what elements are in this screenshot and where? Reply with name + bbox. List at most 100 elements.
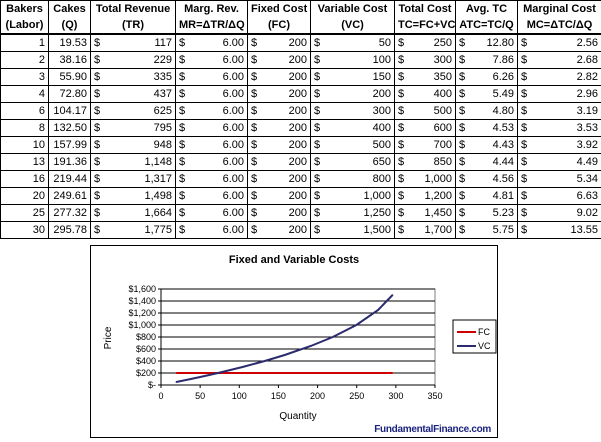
currency-symbol: $: [179, 154, 185, 170]
table-cell: $5.34: [518, 171, 601, 188]
y-tick-label: $1,000: [128, 320, 156, 330]
cell-value: 6.00: [223, 156, 244, 168]
table-cell: $6.00: [176, 52, 248, 69]
currency-symbol: $: [94, 120, 100, 136]
table-cell: 20: [1, 188, 49, 205]
legend-label: FC: [478, 327, 490, 337]
currency-symbol: $: [94, 222, 100, 238]
table-cell: $1,317: [91, 171, 176, 188]
data-point-fc: [332, 372, 334, 374]
currency-symbol: $: [314, 137, 320, 153]
currency-symbol: $: [251, 35, 257, 51]
cell-value: 1,200: [424, 190, 452, 202]
cell-value: 6.63: [577, 190, 598, 202]
cell-value: 4.80: [493, 105, 514, 117]
table-cell: 30: [1, 222, 49, 239]
currency-symbol: $: [398, 205, 404, 221]
currency-symbol: $: [398, 154, 404, 170]
cell-value: 200: [289, 190, 307, 202]
currency-symbol: $: [179, 69, 185, 85]
data-point-vc: [217, 372, 219, 374]
cell-value: 1,700: [424, 224, 452, 236]
table-cell: $13.55: [518, 222, 601, 239]
cell-value: 4.44: [493, 156, 514, 168]
table-cell: $150: [311, 69, 395, 86]
cell-value: 1,000: [363, 190, 391, 202]
currency-symbol: $: [398, 52, 404, 68]
y-tick-label: $800: [136, 332, 156, 342]
currency-symbol: $: [251, 171, 257, 187]
cell-value: 200: [289, 207, 307, 219]
currency-symbol: $: [398, 188, 404, 204]
data-point-vc: [356, 324, 358, 326]
cell-value: 50: [379, 37, 391, 49]
table-cell: $6.00: [176, 222, 248, 239]
currency-symbol: $: [94, 171, 100, 187]
table-cell: $5.49: [456, 86, 518, 103]
currency-symbol: $: [314, 120, 320, 136]
currency-symbol: $: [94, 188, 100, 204]
currency-symbol: $: [314, 52, 320, 68]
currency-symbol: $: [251, 205, 257, 221]
table-cell: 249.61: [49, 188, 91, 205]
table-cell: 191.36: [49, 154, 91, 171]
cell-value: 3.53: [577, 122, 598, 134]
table-cell: 16: [1, 171, 49, 188]
table-cell: 4: [1, 86, 49, 103]
data-point-fc: [175, 372, 177, 374]
column-subheader: (FC): [248, 17, 311, 34]
currency-symbol: $: [179, 35, 185, 51]
cell-value: 6.00: [223, 37, 244, 49]
cell-value: 948: [154, 139, 172, 151]
table-cell: $1,664: [91, 205, 176, 222]
x-tick-label: 50: [195, 391, 205, 401]
table-cell: $6.00: [176, 154, 248, 171]
currency-symbol: $: [179, 52, 185, 68]
currency-symbol: $: [314, 86, 320, 102]
currency-symbol: $: [521, 35, 527, 51]
table-cell: $795: [91, 120, 176, 137]
table-cell: $6.00: [176, 205, 248, 222]
table-cell: 55.90: [49, 69, 91, 86]
currency-symbol: $: [459, 222, 465, 238]
data-point-vc: [332, 336, 334, 338]
x-tick-label: 150: [271, 391, 286, 401]
table-cell: $850: [395, 154, 456, 171]
cell-value: 850: [434, 156, 452, 168]
column-subheader: MC=ΔTC/ΔQ: [518, 17, 601, 34]
cell-value: 350: [434, 71, 452, 83]
x-axis-label: Quantity: [279, 411, 316, 422]
currency-symbol: $: [459, 120, 465, 136]
table-cell: $6.00: [176, 103, 248, 120]
table-cell: $1,000: [311, 188, 395, 205]
table-cell: $1,500: [311, 222, 395, 239]
currency-symbol: $: [314, 222, 320, 238]
cell-value: 800: [373, 173, 391, 185]
cell-value: 6.00: [223, 173, 244, 185]
column-header: Total Cost: [395, 1, 456, 18]
x-tick-label: 0: [158, 391, 163, 401]
y-tick-label: $1,200: [128, 308, 156, 318]
data-point-vc: [377, 309, 379, 311]
currency-symbol: $: [314, 35, 320, 51]
column-subheader: ATC=TC/Q: [456, 17, 518, 34]
cell-value: 4.53: [493, 122, 514, 134]
table-cell: $200: [311, 86, 395, 103]
data-point-fc: [264, 372, 266, 374]
cell-value: 12.80: [486, 37, 514, 49]
table-cell: $300: [395, 52, 456, 69]
currency-symbol: $: [94, 154, 100, 170]
currency-symbol: $: [251, 86, 257, 102]
currency-symbol: $: [459, 103, 465, 119]
cell-value: 437: [154, 88, 172, 100]
cell-value: 6.00: [223, 139, 244, 151]
data-point-vc: [190, 378, 192, 380]
currency-symbol: $: [398, 69, 404, 85]
table-cell: $50: [311, 34, 395, 52]
table-cell: $300: [311, 103, 395, 120]
